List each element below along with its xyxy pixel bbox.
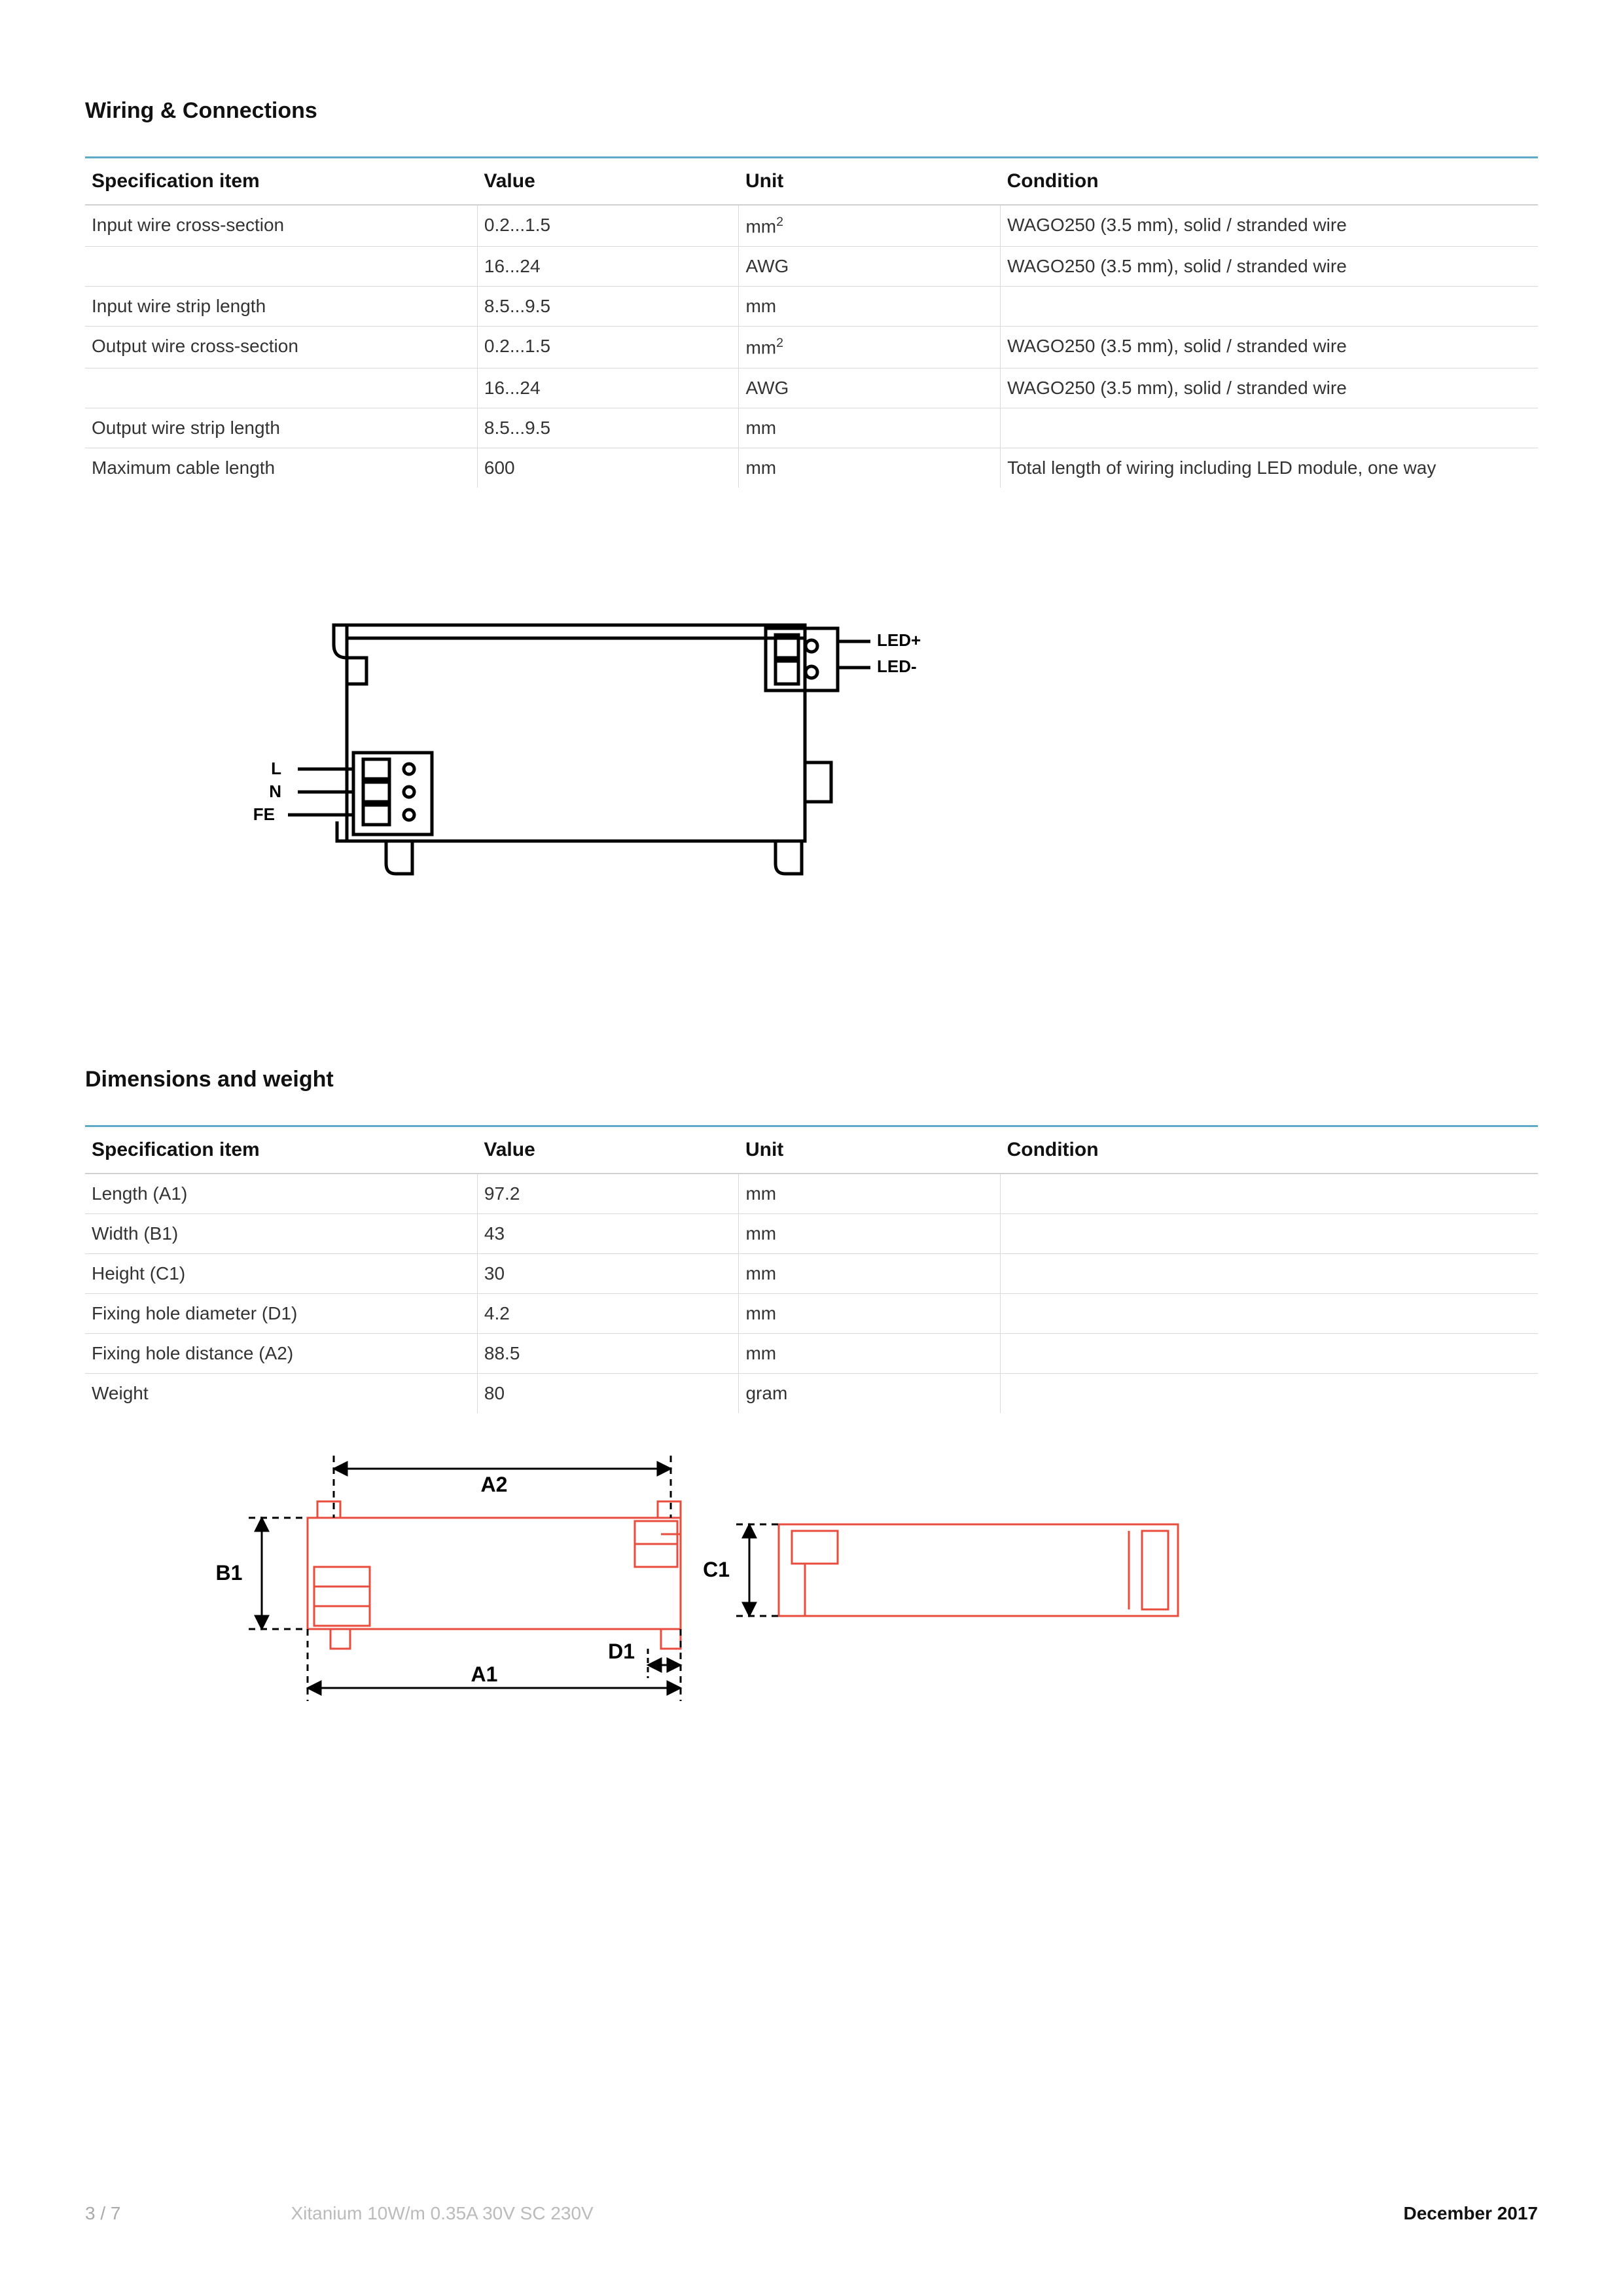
table-cell-spec: Output wire strip length xyxy=(85,408,477,448)
table-cell-cond xyxy=(1001,1373,1538,1413)
table-cell-value: 8.5...9.5 xyxy=(477,408,739,448)
section-title-dimensions: Dimensions and weight xyxy=(85,1067,1538,1092)
table-row: Fixing hole distance (A2)88.5mm xyxy=(85,1333,1538,1373)
table-cell-unit: mm xyxy=(739,1333,1001,1373)
table-cell-cond xyxy=(1001,1213,1538,1253)
footer-date: December 2017 xyxy=(1404,2203,1538,2224)
table-cell-spec: Input wire cross-section xyxy=(85,205,477,247)
table-cell-value: 600 xyxy=(477,448,739,488)
wiring-th-unit: Unit xyxy=(739,158,1001,206)
footer-product-name: Xitanium 10W/m 0.35A 30V SC 230V xyxy=(291,2203,593,2224)
table-cell-value: 4.2 xyxy=(477,1293,739,1333)
table-cell-unit: gram xyxy=(739,1373,1001,1413)
table-cell-unit: mm2 xyxy=(739,205,1001,247)
label-A2: A2 xyxy=(481,1473,508,1496)
table-cell-cond xyxy=(1001,1174,1538,1214)
table-cell-unit: mm xyxy=(739,1253,1001,1293)
table-row: Height (C1)30mm xyxy=(85,1253,1538,1293)
table-cell-cond: WAGO250 (3.5 mm), solid / stranded wire xyxy=(1001,247,1538,287)
table-cell-unit: mm xyxy=(739,1174,1001,1214)
dimensions-table: Specification item Value Unit Condition … xyxy=(85,1125,1538,1413)
table-cell-unit: mm2 xyxy=(739,327,1001,368)
table-row: Input wire strip length8.5...9.5mm xyxy=(85,287,1538,327)
label-C1: C1 xyxy=(703,1558,730,1581)
table-cell-cond: WAGO250 (3.5 mm), solid / stranded wire xyxy=(1001,327,1538,368)
table-cell-spec: Fixing hole distance (A2) xyxy=(85,1333,477,1373)
table-cell-value: 0.2...1.5 xyxy=(477,327,739,368)
table-cell-value: 0.2...1.5 xyxy=(477,205,739,247)
label-B1: B1 xyxy=(216,1561,243,1585)
table-row: 16...24AWGWAGO250 (3.5 mm), solid / stra… xyxy=(85,247,1538,287)
table-cell-value: 97.2 xyxy=(477,1174,739,1214)
table-cell-value: 43 xyxy=(477,1213,739,1253)
wiring-table: Specification item Value Unit Condition … xyxy=(85,156,1538,488)
table-cell-spec: Input wire strip length xyxy=(85,287,477,327)
table-cell-value: 30 xyxy=(477,1253,739,1293)
table-cell-spec: Height (C1) xyxy=(85,1253,477,1293)
table-cell-cond xyxy=(1001,408,1538,448)
table-cell-spec: Length (A1) xyxy=(85,1174,477,1214)
table-cell-spec: Fixing hole diameter (D1) xyxy=(85,1293,477,1333)
dim-th-spec: Specification item xyxy=(85,1126,477,1174)
table-cell-spec: Maximum cable length xyxy=(85,448,477,488)
dim-th-cond: Condition xyxy=(1001,1126,1538,1174)
table-row: Weight80gram xyxy=(85,1373,1538,1413)
label-D1: D1 xyxy=(608,1640,635,1663)
table-cell-unit: mm xyxy=(739,408,1001,448)
label-L: L xyxy=(271,759,281,778)
table-cell-cond: Total length of wiring including LED mod… xyxy=(1001,448,1538,488)
table-row: Output wire strip length8.5...9.5mm xyxy=(85,408,1538,448)
wiring-th-cond: Condition xyxy=(1001,158,1538,206)
table-cell-value: 16...24 xyxy=(477,368,739,408)
dimension-diagram: A2 A1 B1 D1 C1 xyxy=(177,1439,1538,1717)
section-title-wiring: Wiring & Connections xyxy=(85,98,1538,124)
wiring-diagram: LED+ LED- L N FE xyxy=(216,605,1538,897)
table-cell-cond xyxy=(1001,1293,1538,1333)
page-footer: 3 / 7 Xitanium 10W/m 0.35A 30V SC 230V D… xyxy=(85,2203,1538,2224)
table-row: Length (A1)97.2mm xyxy=(85,1174,1538,1214)
dim-th-unit: Unit xyxy=(739,1126,1001,1174)
footer-page-number: 3 / 7 xyxy=(85,2203,120,2224)
table-row: Output wire cross-section0.2...1.5mm2WAG… xyxy=(85,327,1538,368)
table-cell-cond xyxy=(1001,287,1538,327)
label-led-minus: LED- xyxy=(877,656,917,676)
table-cell-value: 8.5...9.5 xyxy=(477,287,739,327)
table-cell-cond xyxy=(1001,1333,1538,1373)
table-cell-value: 16...24 xyxy=(477,247,739,287)
table-row: Maximum cable length600mmTotal length of… xyxy=(85,448,1538,488)
table-row: Width (B1)43mm xyxy=(85,1213,1538,1253)
table-cell-cond xyxy=(1001,1253,1538,1293)
table-row: Fixing hole diameter (D1)4.2mm xyxy=(85,1293,1538,1333)
table-row: 16...24AWGWAGO250 (3.5 mm), solid / stra… xyxy=(85,368,1538,408)
table-row: Input wire cross-section0.2...1.5mm2WAGO… xyxy=(85,205,1538,247)
label-N: N xyxy=(269,781,281,801)
table-cell-spec: Width (B1) xyxy=(85,1213,477,1253)
wiring-th-value: Value xyxy=(477,158,739,206)
wiring-th-spec: Specification item xyxy=(85,158,477,206)
table-cell-cond: WAGO250 (3.5 mm), solid / stranded wire xyxy=(1001,368,1538,408)
table-cell-value: 88.5 xyxy=(477,1333,739,1373)
table-cell-spec: Weight xyxy=(85,1373,477,1413)
table-cell-cond: WAGO250 (3.5 mm), solid / stranded wire xyxy=(1001,205,1538,247)
table-cell-spec xyxy=(85,247,477,287)
table-cell-unit: mm xyxy=(739,448,1001,488)
dim-th-value: Value xyxy=(477,1126,739,1174)
label-A1: A1 xyxy=(471,1662,498,1686)
table-cell-unit: mm xyxy=(739,1293,1001,1333)
table-cell-unit: AWG xyxy=(739,368,1001,408)
table-cell-value: 80 xyxy=(477,1373,739,1413)
label-led-plus: LED+ xyxy=(877,630,921,650)
label-FE: FE xyxy=(253,804,275,824)
table-cell-unit: AWG xyxy=(739,247,1001,287)
table-cell-unit: mm xyxy=(739,1213,1001,1253)
table-cell-spec xyxy=(85,368,477,408)
table-cell-spec: Output wire cross-section xyxy=(85,327,477,368)
table-cell-unit: mm xyxy=(739,287,1001,327)
